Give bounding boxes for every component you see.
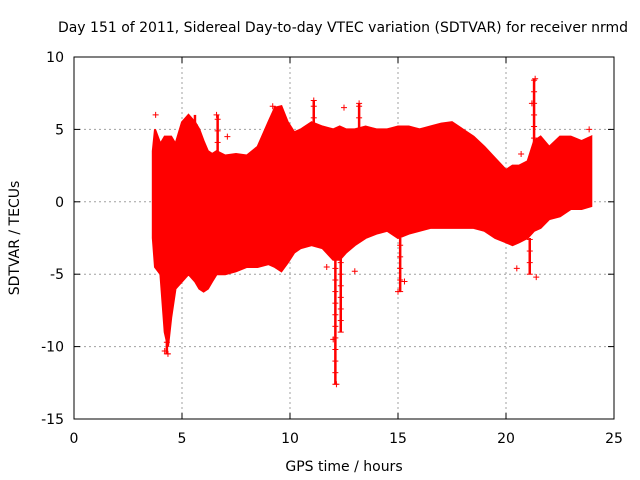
- data-point-marker: [528, 100, 535, 107]
- data-point-marker: [310, 97, 317, 104]
- x-tick-label: 20: [497, 431, 515, 447]
- chart-title: Day 151 of 2011, Sidereal Day-to-day VTE…: [58, 20, 628, 36]
- data-point-marker: [164, 350, 171, 357]
- x-tick-label: 15: [389, 431, 407, 447]
- x-axis-ticks: 0 5 10 15 20 25: [70, 57, 623, 447]
- data-point-marker: [224, 133, 231, 140]
- data-point-marker: [213, 111, 220, 118]
- y-tick-label: 0: [55, 195, 64, 211]
- y-tick-label: -15: [41, 412, 64, 428]
- data-point-marker: [401, 278, 408, 285]
- data-point-marker: [351, 268, 358, 275]
- sdtvar-envelope: [151, 105, 593, 347]
- data-point-marker: [269, 103, 276, 110]
- y-tick-label: -5: [50, 267, 64, 283]
- data-point-marker: [518, 151, 525, 158]
- plot-frame: [73, 56, 615, 420]
- y-tick-label: -10: [41, 340, 64, 356]
- data-point-marker: [356, 100, 363, 107]
- data-point-marker: [532, 75, 539, 82]
- x-tick-label: 25: [605, 431, 623, 447]
- data-point-marker: [333, 381, 340, 388]
- x-tick-label: 0: [70, 431, 79, 447]
- data-point-marker: [513, 265, 520, 272]
- y-tick-label: 10: [46, 50, 64, 66]
- data-point-marker: [533, 274, 540, 281]
- x-tick-label: 10: [281, 431, 299, 447]
- x-axis-label: GPS time / hours: [285, 459, 402, 475]
- data-point-marker: [161, 347, 168, 354]
- data-point-marker: [586, 126, 593, 133]
- y-tick-label: 5: [55, 122, 64, 138]
- data-point-marker: [395, 288, 401, 295]
- x-tick-label: 5: [178, 431, 187, 447]
- y-axis-ticks: -15 -10 -5 0 5 10: [41, 50, 614, 428]
- data-point-marker: [341, 104, 347, 111]
- y-axis-label: SDTVAR / TECUs: [7, 181, 23, 296]
- data-point-marker: [330, 336, 337, 343]
- data-point-marker: [323, 263, 330, 270]
- data-series: [151, 75, 593, 388]
- data-point-marker: [152, 111, 159, 118]
